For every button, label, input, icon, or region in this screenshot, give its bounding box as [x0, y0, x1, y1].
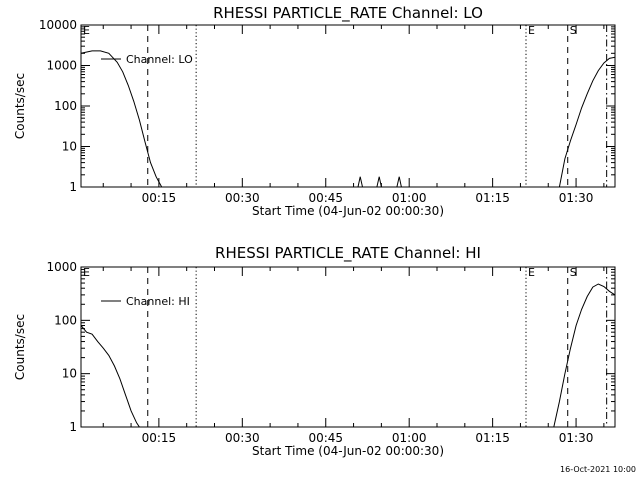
- y-tick-label: 10: [62, 140, 77, 154]
- series-line: [80, 50, 163, 188]
- event-marker-e: E: [528, 266, 535, 279]
- y-tick-label: 1000: [46, 260, 77, 274]
- series-line: [396, 176, 402, 188]
- series-line: [357, 176, 363, 188]
- x-tick-label: 00:15: [142, 431, 177, 445]
- x-tick-label: 01:00: [392, 191, 427, 205]
- plot-frame: [80, 24, 616, 188]
- event-marker-s: S: [570, 24, 577, 37]
- plot-frame: [80, 266, 616, 428]
- y-tick-label: 1: [69, 420, 77, 434]
- legend-label: Channel: LO: [126, 53, 193, 66]
- series-line: [553, 283, 616, 428]
- y-tick-label: 1000: [46, 59, 77, 73]
- chart-title: RHESSI PARTICLE_RATE Channel: HI: [215, 244, 481, 263]
- y-tick-label: 100: [54, 99, 77, 113]
- x-tick-label: 01:00: [392, 431, 427, 445]
- event-marker-e: E: [528, 24, 535, 37]
- chart-title: RHESSI PARTICLE_RATE Channel: LO: [213, 4, 483, 23]
- event-marker-e: E: [83, 24, 90, 37]
- x-tick-label: 01:30: [559, 191, 594, 205]
- x-tick-label: 01:15: [475, 431, 510, 445]
- event-marker-s: S: [570, 266, 577, 279]
- y-tick-label: 10000: [39, 18, 77, 32]
- x-tick-label: 01:30: [559, 431, 594, 445]
- x-axis-label: Start Time (04-Jun-02 00:00:30): [252, 204, 444, 218]
- date-stamp: 16-Oct-2021 10:00: [560, 465, 636, 474]
- event-marker-e: E: [83, 266, 90, 279]
- series-line: [558, 56, 616, 188]
- y-axis-label: Counts/sec: [13, 314, 27, 380]
- x-tick-label: 00:30: [225, 191, 260, 205]
- series-line: [80, 325, 140, 428]
- panel-lo: RHESSI PARTICLE_RATE Channel: LO 1 10 100 10…: [13, 4, 616, 218]
- y-axis-label: Counts/sec: [13, 73, 27, 139]
- x-tick-label: 00:45: [308, 191, 343, 205]
- series-line: [376, 176, 382, 188]
- panel-hi: RHESSI PARTICLE_RATE Channel: HI 1 10 100 10…: [13, 244, 616, 458]
- legend-label: Channel: HI: [126, 295, 190, 308]
- x-axis-label: Start Time (04-Jun-02 00:00:30): [252, 444, 444, 458]
- x-tick-label: 01:15: [475, 191, 510, 205]
- y-tick-label: 1: [69, 180, 77, 194]
- y-tick-label: 100: [54, 313, 77, 327]
- x-tick-label: 00:30: [225, 431, 260, 445]
- x-tick-label: 00:45: [308, 431, 343, 445]
- y-tick-label: 10: [62, 367, 77, 381]
- x-tick-label: 00:15: [142, 191, 177, 205]
